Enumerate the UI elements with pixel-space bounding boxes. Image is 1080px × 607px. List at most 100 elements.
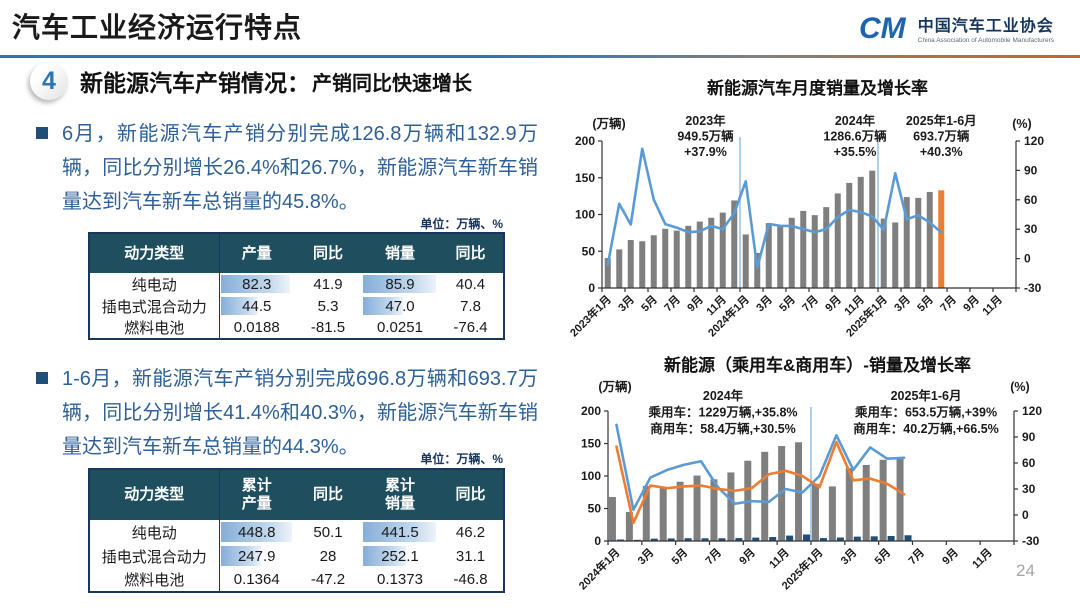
svg-text:693.7万辆: 693.7万辆 xyxy=(913,129,970,144)
cell-data-bar xyxy=(363,522,436,542)
table-cell: 插电式混合动力 xyxy=(89,295,220,317)
chart-pv-cv-nev-sales: 新能源（乘用车&商用车）-销量及增长率 0 50 100 150 200 -30 0 30 60… xyxy=(560,349,1075,607)
svg-text:9月: 9月 xyxy=(940,546,961,567)
table-row: 插电式混合动力 247.9 28 252.1 31.1 xyxy=(89,544,504,568)
cell-value: 44.5 xyxy=(242,297,272,315)
table-header-cell: 动力类型 xyxy=(89,469,220,520)
section-number-badge: 4 xyxy=(30,62,68,100)
svg-text:150: 150 xyxy=(575,171,595,185)
table-cell: 5.3 xyxy=(294,295,362,317)
table-cell: 82.3 xyxy=(219,273,294,295)
cell-value: -81.5 xyxy=(310,319,346,336)
table-cell: 441.5 xyxy=(362,520,438,544)
cell-value: 31.1 xyxy=(455,547,486,565)
table-cell: 0.0251 xyxy=(362,317,438,339)
cell-value: 46.2 xyxy=(455,523,486,541)
svg-text:150: 150 xyxy=(581,437,601,451)
table-cell: -76.4 xyxy=(438,317,504,339)
table-cell: 252.1 xyxy=(362,544,438,568)
svg-text:7月: 7月 xyxy=(703,546,724,567)
bars-layer xyxy=(604,170,945,288)
table-header-cell: 动力类型 xyxy=(89,233,220,273)
table-cell: 40.4 xyxy=(438,273,504,295)
table-cell: 燃料电池 xyxy=(89,317,220,339)
svg-text:11月: 11月 xyxy=(970,546,995,571)
cell-value: -46.8 xyxy=(453,571,488,588)
unit-note: 单位：万辆、% xyxy=(420,217,503,231)
table-cell: 0.1364 xyxy=(219,568,294,592)
table-cell: -46.8 xyxy=(438,568,504,592)
cell-value: 448.8 xyxy=(237,523,276,541)
table-row: 燃料电池 0.0188 -81.5 0.0251 -76.4 xyxy=(89,317,504,339)
cell-value: 0.0188 xyxy=(233,319,280,336)
year-divider-lines xyxy=(739,137,879,288)
svg-text:60: 60 xyxy=(1022,456,1036,470)
unit-note: 单位：万辆、% xyxy=(420,452,503,466)
svg-text:2024年: 2024年 xyxy=(835,113,876,128)
svg-text:3月: 3月 xyxy=(635,546,656,567)
svg-text:2024年: 2024年 xyxy=(703,388,744,403)
svg-text:0: 0 xyxy=(1022,508,1029,522)
table-cell: 纯电动 xyxy=(89,520,220,544)
svg-text:100: 100 xyxy=(575,208,595,222)
table-cell: 28 xyxy=(294,544,362,568)
svg-text:30: 30 xyxy=(1022,482,1036,496)
section-number: 4 xyxy=(42,66,56,95)
svg-text:5月: 5月 xyxy=(915,293,936,314)
svg-text:+37.9%: +37.9% xyxy=(684,145,727,159)
table-cell: 85.9 xyxy=(362,273,438,295)
cell-value: 7.8 xyxy=(460,297,481,315)
svg-text:5月: 5月 xyxy=(639,293,660,314)
svg-text:5月: 5月 xyxy=(777,293,798,314)
section-heading: 4 新能源汽车产销情况： 产销同比快速增长 xyxy=(30,62,472,100)
svg-text:(%): (%) xyxy=(1012,117,1031,131)
caam-logo-mark-icon: CM xyxy=(859,12,907,45)
cell-value: 247.9 xyxy=(237,547,276,565)
cell-value: -47.2 xyxy=(310,571,346,588)
svg-text:CM: CM xyxy=(859,12,907,45)
table-cell: -81.5 xyxy=(294,317,362,339)
svg-text:949.5万辆: 949.5万辆 xyxy=(677,129,734,144)
data-table: 动力类型 产量 同比 销量 同比 纯电动 82.3 41.9 85.9 40.4 插电式混合动力 44… xyxy=(88,232,505,340)
cell-value: 插电式混合动力 xyxy=(101,298,207,316)
svg-text:7月: 7月 xyxy=(662,293,683,314)
svg-text:120: 120 xyxy=(1022,404,1042,418)
table-header-cell: 同比 xyxy=(294,469,362,520)
cell-value: 0.0251 xyxy=(377,319,423,336)
svg-text:乘用车：653.5万辆,+39%: 乘用车：653.5万辆,+39% xyxy=(854,405,997,420)
svg-text:+35.5%: +35.5% xyxy=(834,145,877,159)
section-subtitle: 产销同比快速增长 xyxy=(312,72,472,95)
table-cell: 44.5 xyxy=(219,295,294,317)
caam-logo: CM 中国汽车工业协会 China Association of Automob… xyxy=(859,10,1054,46)
svg-text:7月: 7月 xyxy=(906,546,927,567)
table-row: 纯电动 82.3 41.9 85.9 40.4 xyxy=(89,273,504,295)
table-cell: 纯电动 xyxy=(89,273,220,295)
svg-text:0: 0 xyxy=(1024,252,1031,266)
table-cell: -47.2 xyxy=(294,568,362,592)
svg-text:11月: 11月 xyxy=(767,546,792,571)
svg-text:30: 30 xyxy=(1024,222,1038,236)
cell-value: 纯电动 xyxy=(131,276,177,294)
cell-value: 47.0 xyxy=(385,297,415,315)
svg-text:1286.6万辆: 1286.6万辆 xyxy=(823,129,887,144)
table-cell: 31.1 xyxy=(438,544,504,568)
svg-text:(万辆): (万辆) xyxy=(592,116,625,131)
bullet-text: 6月，新能源汽车产销分别完成126.8万辆和132.9万辆，同比分别增长26.4… xyxy=(62,123,538,213)
svg-text:0: 0 xyxy=(588,281,595,295)
cell-value: 82.3 xyxy=(242,275,272,293)
page-title: 汽车工业经济运行特点 xyxy=(12,12,303,43)
section-title: 新能源汽车产销情况： xyxy=(80,70,310,96)
cell-data-bar xyxy=(363,546,407,566)
table-header-cell: 累计 销量 xyxy=(362,469,438,520)
cell-value: -76.4 xyxy=(453,319,488,336)
growth-line-layer xyxy=(615,423,906,525)
growth-line-layer xyxy=(606,147,943,269)
cell-value: 纯电动 xyxy=(131,524,177,542)
svg-text:(万辆): (万辆) xyxy=(598,379,631,394)
svg-text:9月: 9月 xyxy=(685,293,706,314)
table-cell: 46.2 xyxy=(438,520,504,544)
svg-text:2025年1-6月: 2025年1-6月 xyxy=(891,388,962,403)
bullet-square-icon xyxy=(36,127,48,139)
title-underline xyxy=(0,55,1080,58)
svg-text:100: 100 xyxy=(581,469,601,483)
